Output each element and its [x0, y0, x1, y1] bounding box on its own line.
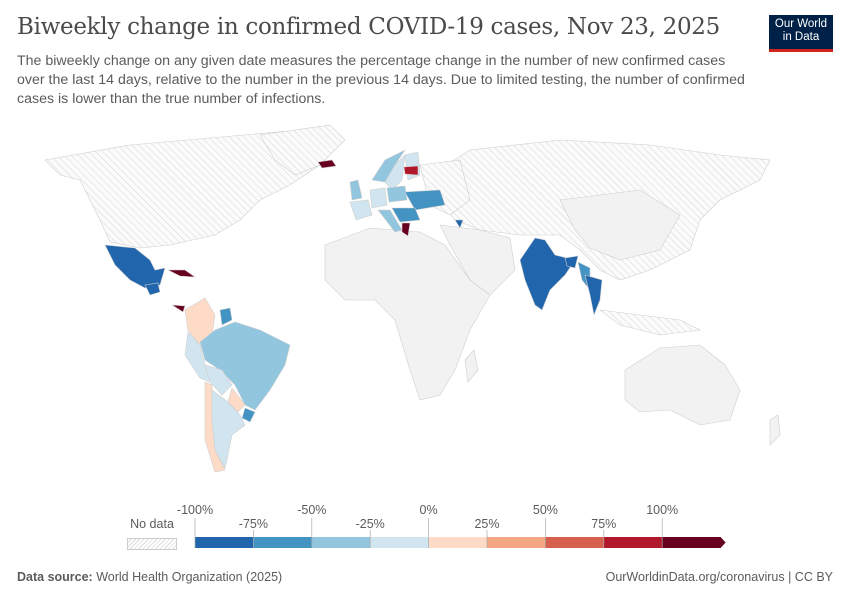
australia[interactable] — [624, 344, 741, 426]
country-balkans[interactable] — [391, 207, 421, 223]
legend-no-data-swatch — [127, 538, 177, 550]
legend-label: -50% — [297, 503, 327, 517]
legend-bin[interactable] — [253, 537, 312, 548]
legend-label: -25% — [355, 517, 385, 531]
legend-label: -100% — [176, 503, 214, 517]
data-source: Data source: World Health Organization (… — [17, 570, 282, 584]
legend-bin[interactable] — [662, 537, 726, 548]
legend-label: -75% — [238, 517, 268, 531]
country-india[interactable] — [519, 237, 576, 311]
legend-bin[interactable] — [603, 537, 663, 548]
owid-logo[interactable]: Our World in Data — [769, 15, 833, 52]
world-map — [44, 124, 781, 473]
north-america[interactable] — [44, 129, 336, 249]
middle-east[interactable] — [439, 224, 516, 296]
country-guyana[interactable] — [219, 307, 233, 326]
country-iceland[interactable] — [317, 159, 337, 169]
country-uruguay[interactable] — [241, 407, 256, 423]
legend-label: 0% — [419, 503, 438, 517]
country-ukraine[interactable] — [404, 189, 446, 211]
china[interactable] — [559, 189, 681, 261]
legend-label: 25% — [474, 517, 500, 531]
legend-bin[interactable] — [545, 537, 604, 548]
source-text: World Health Organization (2025) — [96, 570, 283, 584]
country-germany[interactable] — [369, 187, 388, 209]
country-bolivia[interactable] — [204, 364, 233, 396]
legend-bin[interactable] — [311, 537, 371, 548]
legend-bin[interactable] — [370, 537, 429, 548]
africa[interactable] — [324, 227, 491, 401]
country-panama[interactable] — [171, 304, 186, 313]
country-mexico[interactable] — [104, 244, 166, 289]
country-cuba[interactable] — [167, 269, 197, 278]
legend-bin[interactable] — [428, 537, 487, 548]
subtitle: The biweekly change on any given date me… — [17, 53, 745, 107]
country-france[interactable] — [349, 199, 373, 221]
legend-scale — [194, 518, 726, 548]
country-baltics[interactable] — [403, 165, 419, 176]
country-uk[interactable] — [349, 179, 363, 201]
new-zealand[interactable] — [769, 414, 781, 446]
country-argentina[interactable] — [211, 389, 246, 469]
source-label: Data source: — [17, 570, 93, 584]
country-paraguay[interactable] — [227, 387, 246, 413]
indonesia[interactable] — [598, 309, 702, 336]
country-georgia[interactable] — [454, 219, 464, 229]
legend-label: 75% — [591, 517, 617, 531]
country-guatemala[interactable] — [144, 282, 161, 296]
country-thailand[interactable] — [584, 274, 603, 317]
country-norway[interactable] — [371, 149, 406, 183]
country-bangladesh[interactable] — [564, 255, 579, 269]
legend-no-data-label: No data — [130, 517, 174, 531]
country-greece[interactable] — [401, 222, 411, 237]
footer-link[interactable]: OurWorldinData.org/coronavirus | CC BY — [605, 570, 833, 584]
legend-label: 100% — [646, 503, 679, 517]
legend-label: 50% — [532, 503, 558, 517]
country-poland[interactable] — [386, 185, 408, 203]
legend-bin[interactable] — [195, 537, 254, 548]
madagascar[interactable] — [464, 349, 479, 383]
legend-bin[interactable] — [487, 537, 546, 548]
page-title: Biweekly change in confirmed COVID-19 ca… — [17, 14, 720, 40]
